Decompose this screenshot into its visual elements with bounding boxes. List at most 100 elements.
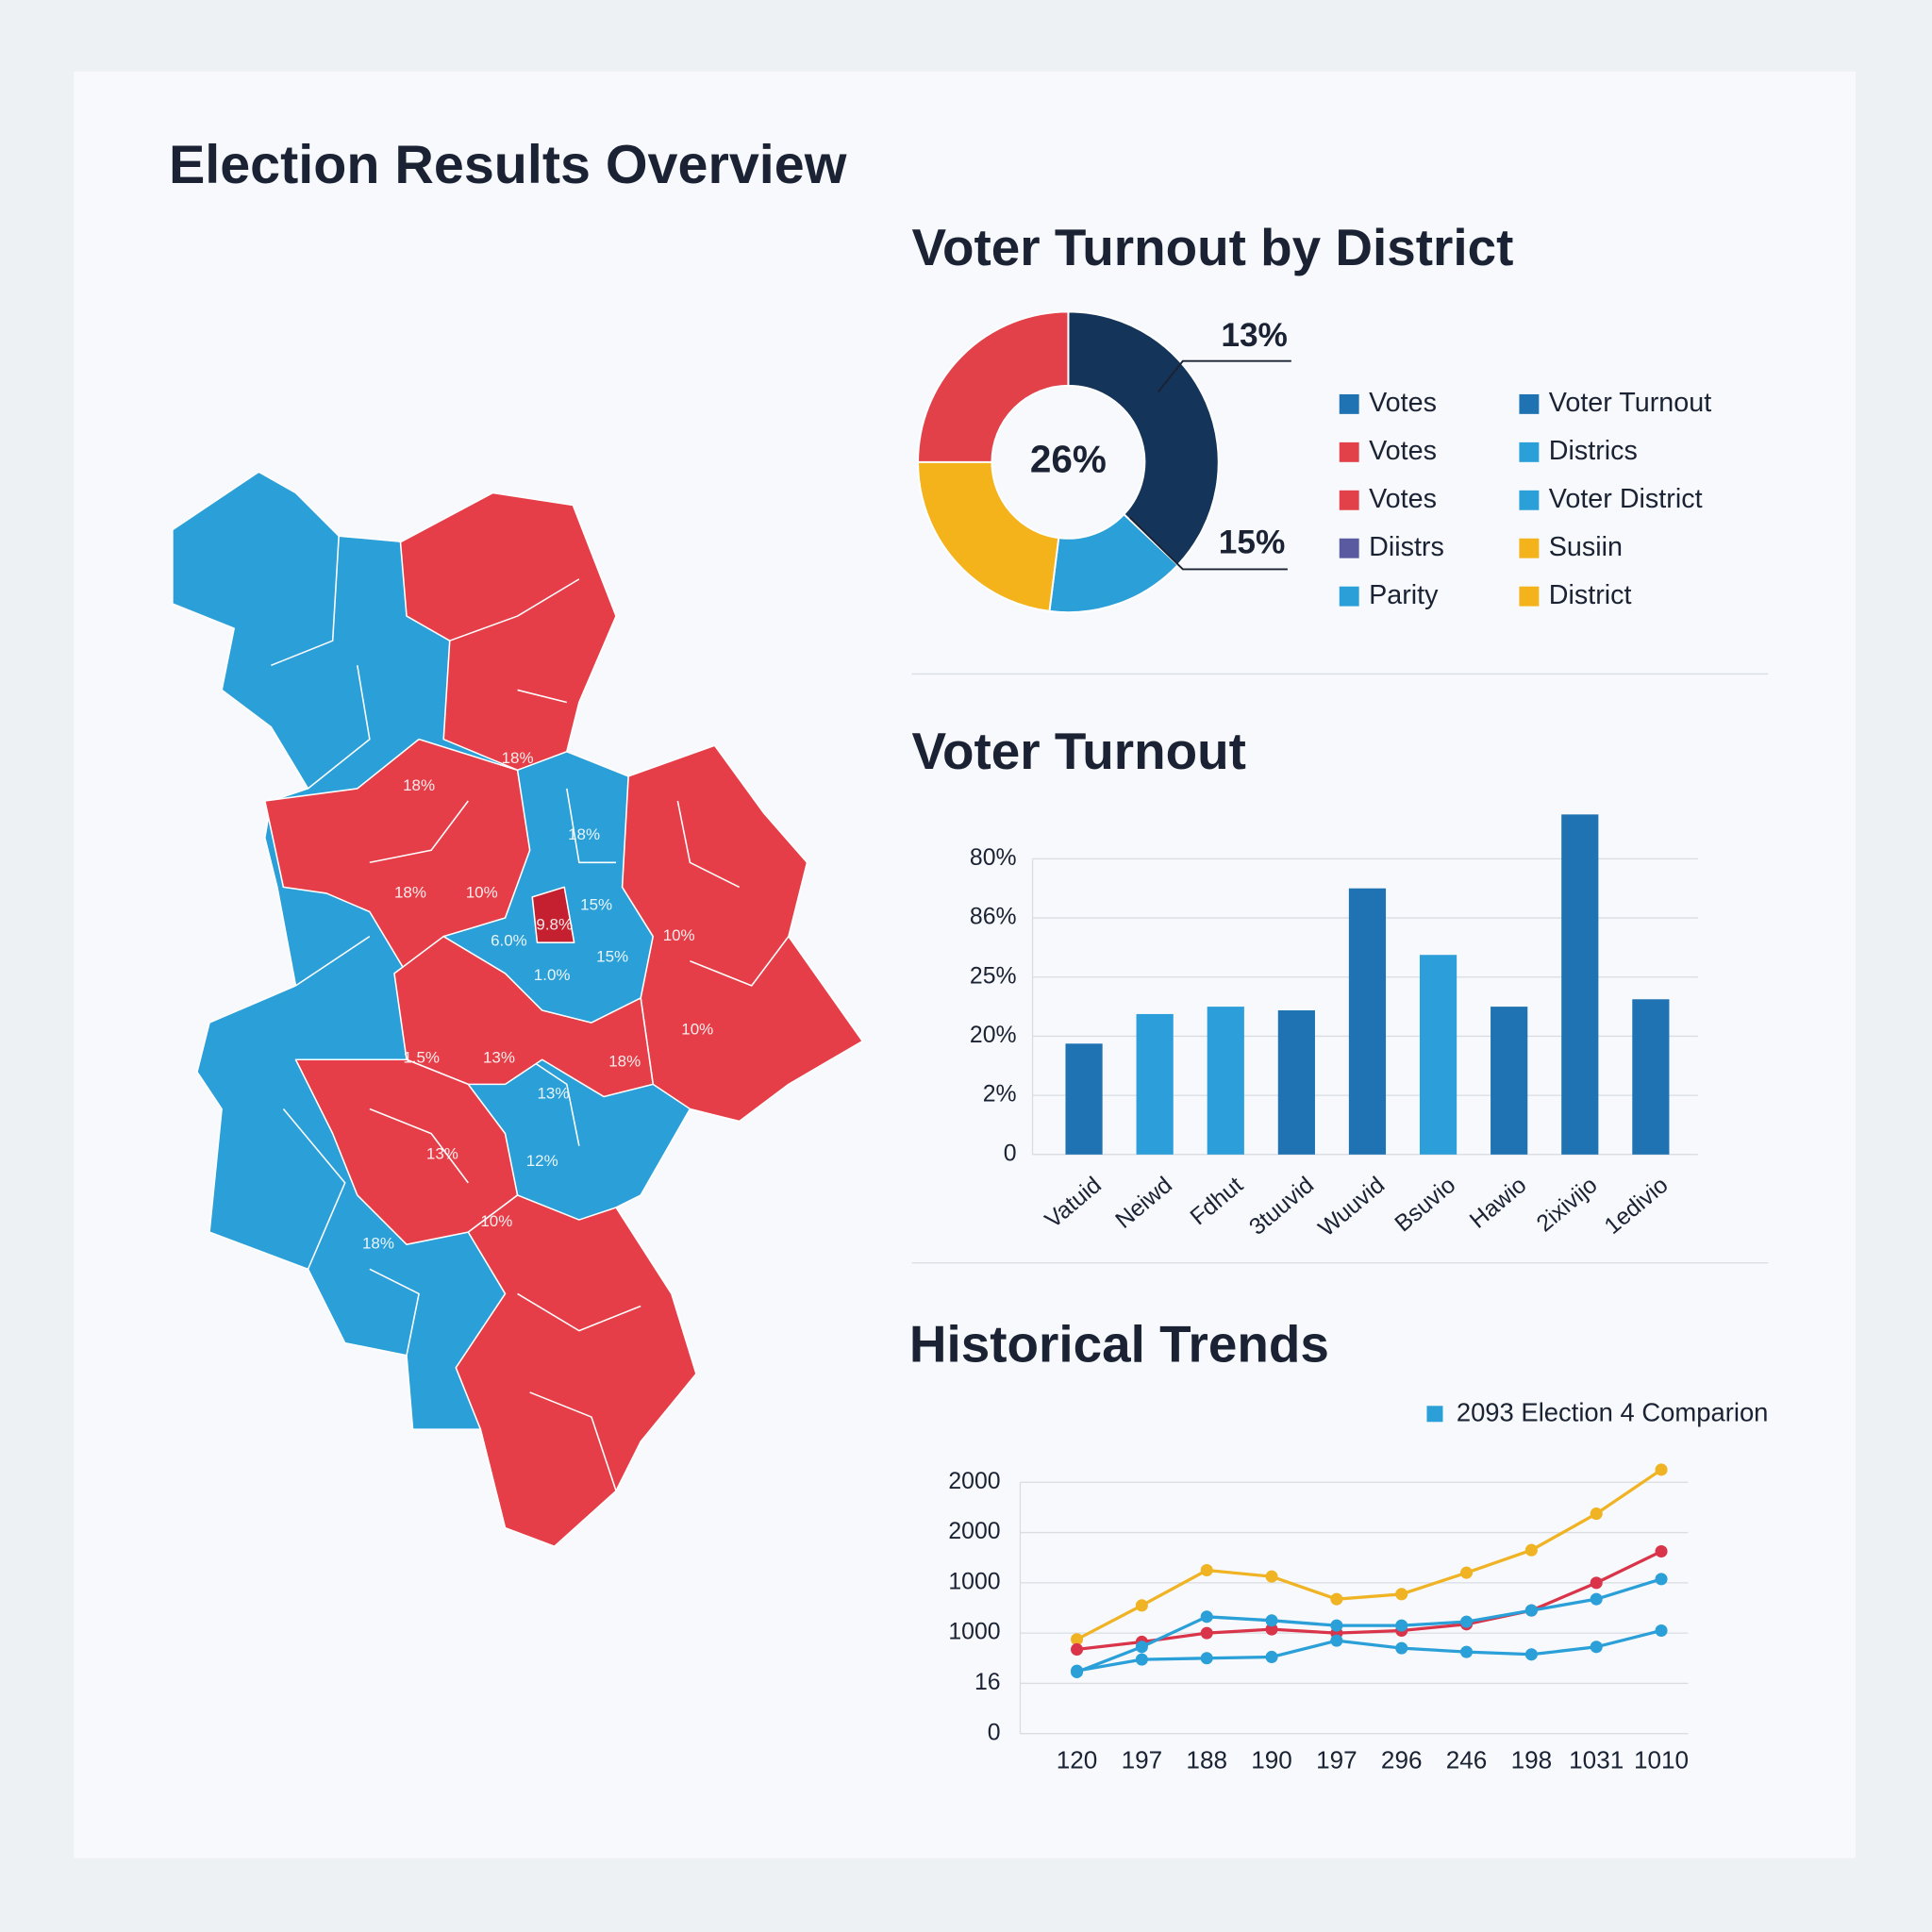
map	[172, 471, 864, 1547]
x-tick-label: 198	[1511, 1746, 1553, 1774]
line-point	[1524, 1604, 1538, 1617]
line-point	[1265, 1650, 1278, 1663]
x-tick-label: 197	[1122, 1746, 1163, 1774]
map-label: 10%	[466, 883, 498, 901]
line-series	[1076, 1628, 1662, 1673]
legend-swatch	[1339, 538, 1359, 558]
legend-label: 2093 Election 4 Comparion	[1457, 1398, 1769, 1427]
line-point	[1265, 1570, 1278, 1583]
line-point	[1460, 1566, 1474, 1579]
y-tick-label: 1000	[948, 1620, 1000, 1645]
y-tick-label: 2000	[948, 1519, 1000, 1544]
line-point	[1200, 1610, 1213, 1624]
line-point	[1395, 1619, 1408, 1632]
line-point	[1590, 1507, 1603, 1521]
line-point	[1655, 1624, 1668, 1638]
legend-swatch	[1519, 586, 1540, 607]
region-blue-lines	[271, 536, 617, 1356]
pie-segment	[917, 310, 1070, 463]
line-point	[1200, 1626, 1213, 1640]
y-tick-label: 16	[974, 1670, 1001, 1695]
map-label: 10%	[663, 926, 695, 944]
map-label: 1.5%	[403, 1048, 440, 1066]
map-label: 15%	[580, 895, 612, 913]
legend-label: Districs	[1549, 436, 1638, 466]
y-tick-label: 86%	[970, 905, 1017, 930]
bar	[1632, 999, 1670, 1155]
legend-swatch	[1426, 1406, 1443, 1423]
region-red	[455, 1194, 697, 1547]
pie-center-label: 26%	[1030, 437, 1107, 480]
y-tick-label: 2%	[983, 1082, 1017, 1108]
map-label: 18%	[608, 1052, 641, 1070]
legend-label: Diistrs	[1369, 532, 1444, 562]
legend-label: Parity	[1369, 580, 1439, 610]
chart-title: Historical Trends	[909, 1314, 1329, 1373]
leader-line	[1129, 516, 1288, 571]
line-point	[1200, 1563, 1213, 1577]
bar	[1065, 1043, 1103, 1155]
line-point	[1524, 1648, 1538, 1661]
legend-swatch	[1519, 538, 1540, 558]
bar	[1419, 955, 1457, 1155]
line-series	[1075, 1468, 1662, 1641]
y-tick-label: 20%	[970, 1023, 1017, 1048]
map-label: 13%	[483, 1048, 515, 1066]
pie-annotation: 13%	[1221, 317, 1288, 354]
x-tick-label: 296	[1381, 1746, 1423, 1774]
x-tick-label: 190	[1251, 1746, 1292, 1774]
map-label: 9.8%	[536, 915, 573, 933]
line-point	[1590, 1592, 1603, 1606]
x-tick-label: 1031	[1569, 1746, 1624, 1774]
y-tick-label: 2000	[948, 1469, 1000, 1494]
pie-segment	[917, 460, 1060, 612]
line-point	[1330, 1619, 1343, 1632]
line-point	[1071, 1633, 1084, 1646]
y-tick-label: 0	[1004, 1141, 1017, 1166]
line-point	[1135, 1599, 1148, 1612]
bar	[1207, 1007, 1244, 1155]
bar	[1136, 1013, 1174, 1155]
line-point	[1200, 1652, 1213, 1665]
map-label: 13%	[426, 1144, 458, 1162]
line-point	[1524, 1543, 1538, 1557]
legend-label: District	[1549, 580, 1632, 610]
map-label: 18%	[502, 749, 534, 767]
line-point	[1330, 1634, 1343, 1647]
line-series	[1075, 1577, 1662, 1674]
bar	[1277, 1010, 1315, 1155]
map-label: 18%	[394, 883, 426, 901]
leader-line	[1157, 359, 1291, 392]
legend-label: Voter Turnout	[1549, 388, 1711, 418]
legend-swatch	[1339, 441, 1359, 462]
map-label: 6.0%	[491, 931, 527, 949]
legend-label: Votes	[1369, 484, 1437, 514]
legend-label: Votes	[1369, 388, 1437, 418]
x-tick-label: 120	[1057, 1746, 1098, 1774]
y-tick-label: 1000	[948, 1569, 1000, 1594]
legend-label: Voter District	[1549, 484, 1703, 514]
y-tick-label: 80%	[970, 845, 1017, 871]
line-point	[1655, 1545, 1668, 1558]
legend-swatch	[1519, 490, 1540, 510]
line-series	[1076, 1550, 1662, 1652]
bar	[1561, 814, 1599, 1155]
line-point	[1071, 1642, 1084, 1656]
x-tick-label: 246	[1446, 1746, 1488, 1774]
line-point	[1460, 1615, 1474, 1628]
line-point	[1135, 1653, 1148, 1666]
line-point	[1395, 1641, 1408, 1655]
x-tick-label: 197	[1316, 1746, 1357, 1774]
region-red-lines	[369, 578, 790, 1491]
map-label: 18%	[362, 1235, 394, 1253]
map-label: 18%	[403, 776, 435, 794]
legend-label: Susiin	[1549, 532, 1623, 562]
line-point	[1395, 1588, 1408, 1601]
region-red	[621, 744, 864, 1123]
legend-swatch	[1339, 393, 1359, 414]
map-label: 10%	[681, 1020, 713, 1038]
pie-segment	[1067, 310, 1220, 567]
line-point	[1265, 1614, 1278, 1627]
